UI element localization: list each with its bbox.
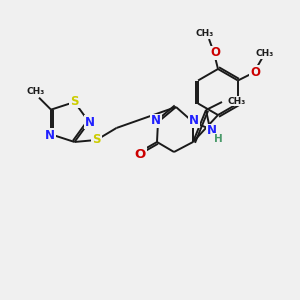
Text: N: N [189, 115, 199, 128]
Text: O: O [250, 66, 260, 79]
Text: S: S [70, 94, 79, 107]
Text: N: N [207, 124, 217, 137]
Text: O: O [210, 46, 220, 59]
Text: N: N [85, 116, 95, 128]
Text: S: S [92, 134, 101, 146]
Text: CH₃: CH₃ [196, 29, 214, 38]
Text: CH₃: CH₃ [228, 97, 246, 106]
Text: N: N [45, 129, 55, 142]
Text: N: N [151, 115, 161, 128]
Text: H: H [214, 134, 222, 144]
Text: O: O [134, 148, 146, 160]
Text: CH₃: CH₃ [256, 49, 274, 58]
Text: CH₃: CH₃ [27, 87, 45, 96]
